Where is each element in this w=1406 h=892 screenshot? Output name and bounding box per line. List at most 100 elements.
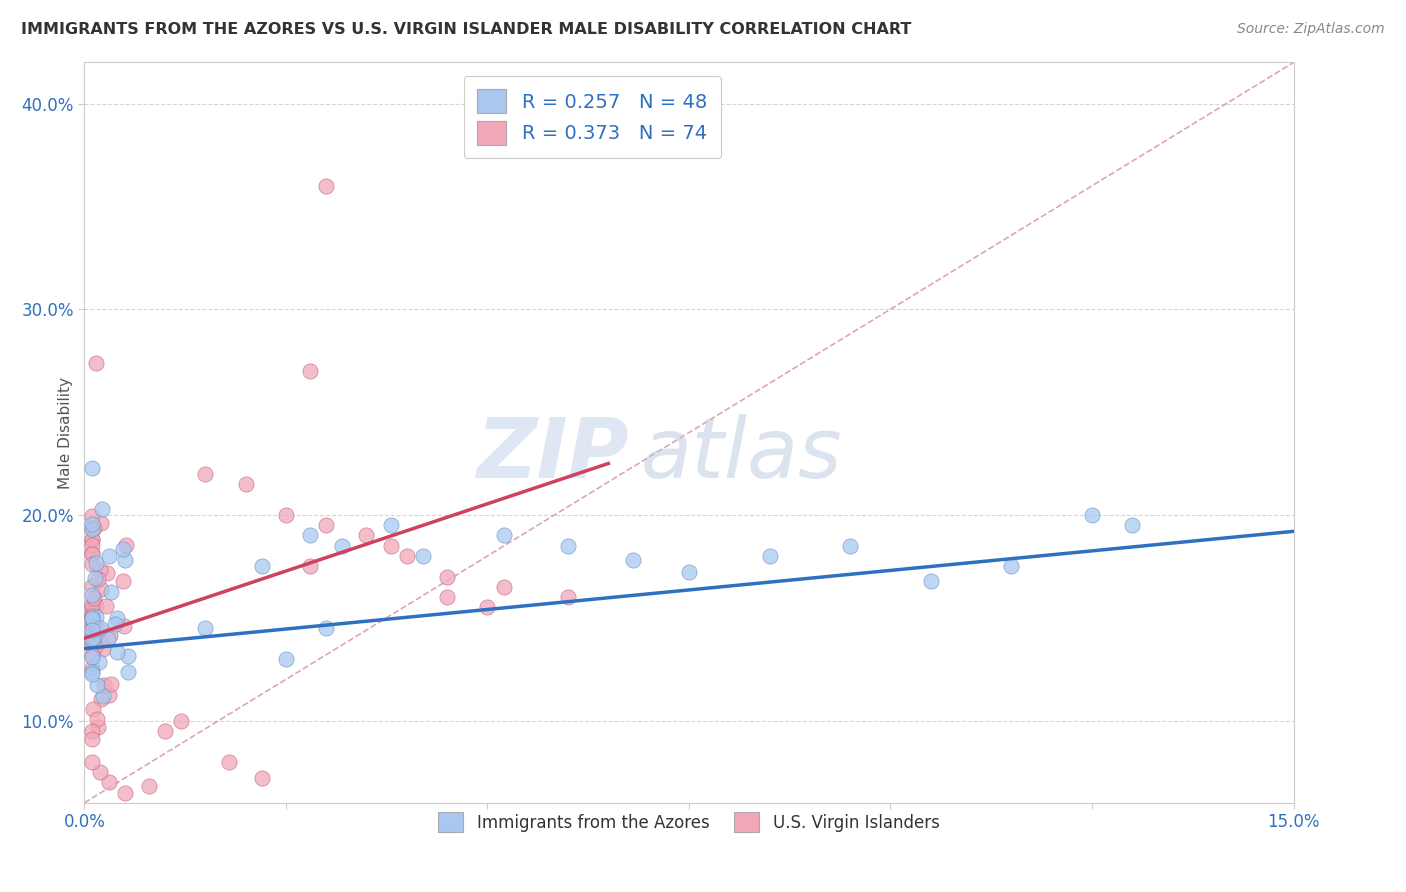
Point [395, 549, 418, 563]
Point [82, 665, 104, 680]
Text: ZIP: ZIP [475, 414, 628, 495]
Point [83, 630, 105, 644]
Point [82, 600, 104, 615]
Point [1121, 518, 1143, 533]
Point [105, 645, 128, 659]
Point [84, 599, 107, 613]
Point [82, 509, 104, 524]
Point [83, 591, 105, 606]
Point [82, 661, 104, 675]
Text: Source: ZipAtlas.com: Source: ZipAtlas.com [1237, 22, 1385, 37]
Text: atlas: atlas [641, 414, 842, 495]
Point [83, 632, 105, 647]
Point [380, 518, 402, 533]
Point [82, 516, 104, 531]
Point [82, 610, 104, 624]
Point [299, 559, 322, 574]
Point [82, 609, 104, 624]
Point [86, 720, 108, 734]
Point [82, 667, 104, 681]
Point [82, 628, 104, 642]
Point [112, 618, 135, 632]
Point [678, 566, 700, 580]
Point [82, 612, 104, 626]
Point [86, 678, 108, 692]
Point [90, 516, 112, 530]
Point [82, 724, 104, 739]
Point [82, 649, 104, 664]
Point [82, 702, 104, 716]
Text: IMMIGRANTS FROM THE AZORES VS U.S. VIRGIN ISLANDER MALE DISABILITY CORRELATION C: IMMIGRANTS FROM THE AZORES VS U.S. VIRGI… [21, 22, 911, 37]
Point [274, 652, 297, 666]
Point [82, 522, 104, 536]
Point [114, 553, 136, 567]
Point [170, 714, 193, 728]
Point [105, 611, 128, 625]
Point [86, 609, 108, 624]
Point [82, 547, 104, 561]
Point [557, 590, 579, 604]
Point [250, 559, 273, 574]
Point [274, 508, 297, 522]
Point [82, 636, 104, 650]
Point [104, 617, 127, 632]
Point [96, 599, 118, 614]
Point [1000, 559, 1022, 574]
Point [557, 539, 579, 553]
Point [82, 579, 104, 593]
Point [83, 521, 105, 535]
Point [82, 606, 104, 620]
Point [87, 634, 110, 648]
Point [82, 608, 104, 623]
Point [93, 642, 115, 657]
Legend: Immigrants from the Azores, U.S. Virgin Islanders: Immigrants from the Azores, U.S. Virgin … [432, 805, 946, 838]
Point [84, 571, 107, 585]
Point [412, 549, 434, 563]
Point [84, 356, 107, 370]
Point [299, 528, 322, 542]
Point [153, 723, 176, 738]
Point [82, 522, 104, 536]
Point [82, 461, 104, 475]
Point [380, 539, 402, 553]
Point [86, 712, 108, 726]
Point [621, 553, 644, 567]
Point [436, 590, 458, 604]
Point [83, 640, 105, 655]
Point [82, 617, 104, 632]
Point [299, 364, 322, 378]
Point [82, 557, 104, 571]
Point [250, 771, 273, 785]
Point [87, 655, 110, 669]
Point [82, 623, 104, 637]
Point [235, 477, 257, 491]
Point [315, 518, 337, 533]
Point [492, 580, 515, 594]
Point [194, 467, 217, 481]
Point [97, 689, 120, 703]
Point [82, 639, 104, 653]
Point [89, 764, 111, 779]
Point [82, 632, 104, 646]
Point [96, 566, 118, 581]
Point [492, 528, 515, 542]
Point [97, 775, 120, 789]
Point [87, 572, 110, 586]
Point [82, 533, 104, 547]
Point [111, 542, 134, 557]
Point [91, 502, 114, 516]
Point [90, 692, 112, 706]
Point [920, 574, 942, 588]
Point [89, 621, 111, 635]
Point [117, 665, 139, 679]
Point [82, 598, 104, 612]
Point [194, 621, 217, 635]
Point [111, 574, 134, 588]
Y-axis label: Male Disability: Male Disability [58, 376, 73, 489]
Point [91, 690, 114, 704]
Point [839, 539, 862, 553]
Point [138, 780, 160, 794]
Point [82, 545, 104, 559]
Point [114, 538, 136, 552]
Point [86, 623, 108, 637]
